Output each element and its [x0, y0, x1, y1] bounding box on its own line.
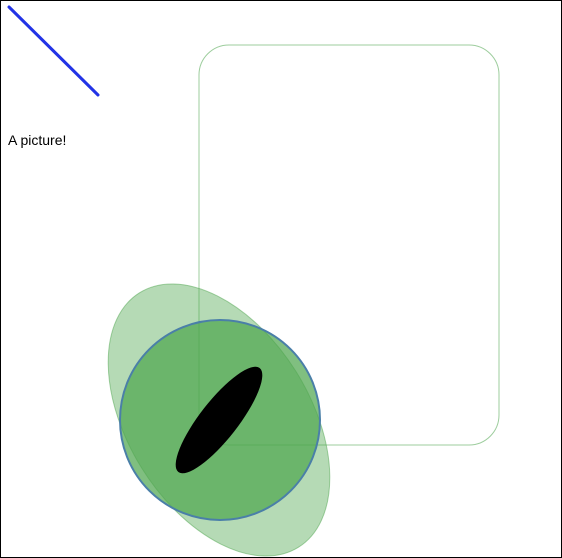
black-pupil — [175, 366, 263, 474]
diagonal-line — [7, 5, 100, 97]
rounded-rectangle — [198, 44, 500, 446]
picture-caption: A picture! — [8, 132, 67, 148]
